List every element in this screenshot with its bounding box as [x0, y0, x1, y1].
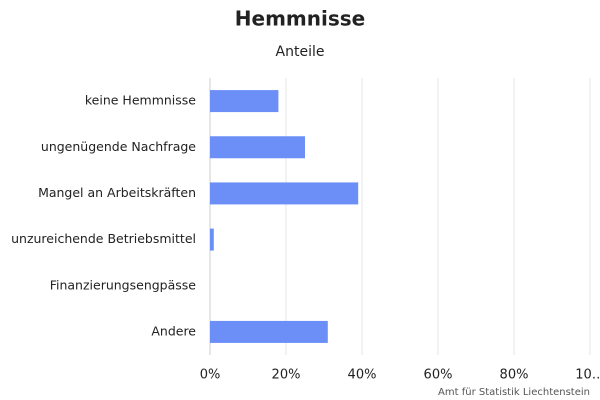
- y-tick-label: Finanzierungsengpässe: [50, 277, 197, 292]
- y-tick-label: ungenügende Nachfrage: [41, 139, 196, 154]
- bar: [210, 90, 279, 113]
- x-tick-label: 10…: [575, 368, 600, 383]
- bar: [210, 136, 305, 159]
- chart-title: Hemmnisse: [235, 7, 365, 31]
- y-tick-label: unzureichende Betriebsmittel: [11, 231, 196, 246]
- chart-subtitle: Anteile: [276, 44, 325, 60]
- y-tick-label: Mangel an Arbeitskräften: [38, 185, 196, 200]
- x-tick-label: 60%: [424, 368, 453, 383]
- x-tick-label: 0%: [200, 368, 221, 383]
- bar: [210, 182, 359, 205]
- y-tick-label: Andere: [151, 323, 196, 338]
- x-tick-label: 80%: [500, 368, 529, 383]
- y-tick-label: keine Hemmnisse: [85, 93, 196, 108]
- x-tick-label: 40%: [348, 368, 377, 383]
- x-tick-label: 20%: [272, 368, 301, 383]
- bar: [210, 320, 328, 343]
- credit: Amt für Statistik Liechtenstein: [438, 387, 590, 398]
- bar: [210, 228, 214, 251]
